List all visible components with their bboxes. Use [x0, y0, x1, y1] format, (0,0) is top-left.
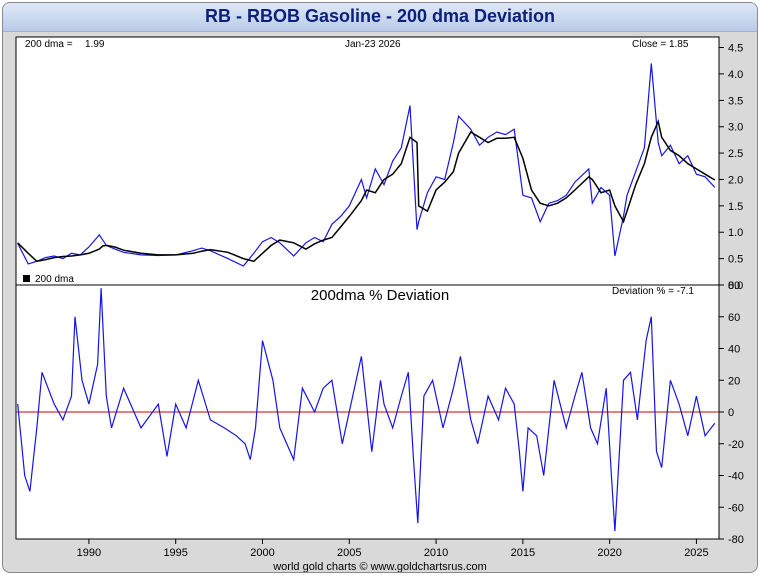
- x-tick-label: 1990: [77, 547, 101, 559]
- price-y-tick-label: 0.5: [728, 254, 743, 266]
- deviation-y-tick-label: -80: [728, 534, 744, 546]
- footer-credit: world gold charts © www.goldchartsrus.co…: [273, 561, 487, 573]
- deviation-y-tick-label: 20: [728, 375, 740, 387]
- deviation-y-tick-label: -20: [728, 439, 744, 451]
- deviation-header-label: Deviation % = -7.1: [612, 286, 694, 297]
- dma-header-value: 1.99: [85, 39, 105, 50]
- dma-series-line: [17, 118, 716, 263]
- title-bar: RB - RBOB Gasoline - 200 dma Deviation: [3, 3, 757, 32]
- date-label: Jan-23 2026: [345, 39, 401, 50]
- price-y-tick-label: 0.0: [728, 280, 743, 292]
- deviation-series-line: [17, 288, 716, 532]
- price-panel-bg: [15, 36, 720, 286]
- x-tick-label: 2015: [511, 547, 535, 559]
- price-y-tick-label: 1.0: [728, 227, 743, 239]
- deviation-y-tick-label: 60: [728, 312, 740, 324]
- dma-legend-swatch: [23, 275, 30, 282]
- chart-plot: 4.54.03.53.02.52.01.51.00.50.0 806040200…: [15, 36, 744, 559]
- price-y-tick-label: 4.0: [728, 69, 743, 81]
- deviation-panel-title: 200dma % Deviation: [310, 287, 450, 304]
- x-tick-label: 2010: [424, 547, 448, 559]
- price-y-tick-label: 4.5: [728, 43, 743, 55]
- x-tick-label: 2020: [597, 547, 621, 559]
- deviation-y-tick-label: -60: [728, 502, 744, 514]
- x-tick-label: 2000: [250, 547, 274, 559]
- x-tick-label: 2025: [684, 547, 708, 559]
- deviation-y-ticks: 80 60 40 20 0 -20 -40 -60 -80: [719, 280, 744, 546]
- price-y-tick-label: 3.0: [728, 122, 743, 134]
- deviation-y-tick-label: 80: [728, 280, 740, 292]
- price-y-tick-label: 2.5: [728, 148, 743, 160]
- deviation-y-tick-label: -40: [728, 471, 744, 483]
- price-y-tick-label: 3.5: [728, 95, 743, 107]
- deviation-y-tick-label: 0: [728, 407, 734, 419]
- dma-header-label: 200 dma =: [25, 39, 73, 50]
- price-y-tick-label: 2.0: [728, 174, 743, 186]
- price-y-tick-label: 1.5: [728, 201, 743, 213]
- x-ticks: 1990 1995 2000 2005 2010 2015 2020 2025: [77, 539, 709, 559]
- price-series-line: [17, 63, 716, 267]
- price-y-ticks: 4.5 4.0 3.5 3.0 2.5 2.0 1.5 1.0 0.5 0.0: [719, 43, 743, 292]
- chart-title: RB - RBOB Gasoline - 200 dma Deviation: [204, 6, 556, 26]
- x-tick-label: 2005: [337, 547, 361, 559]
- x-tick-label: 1995: [163, 547, 187, 559]
- deviation-y-tick-label: 40: [728, 344, 740, 356]
- close-label: Close = 1.85: [632, 39, 689, 50]
- dma-legend-label: 200 dma: [35, 274, 74, 285]
